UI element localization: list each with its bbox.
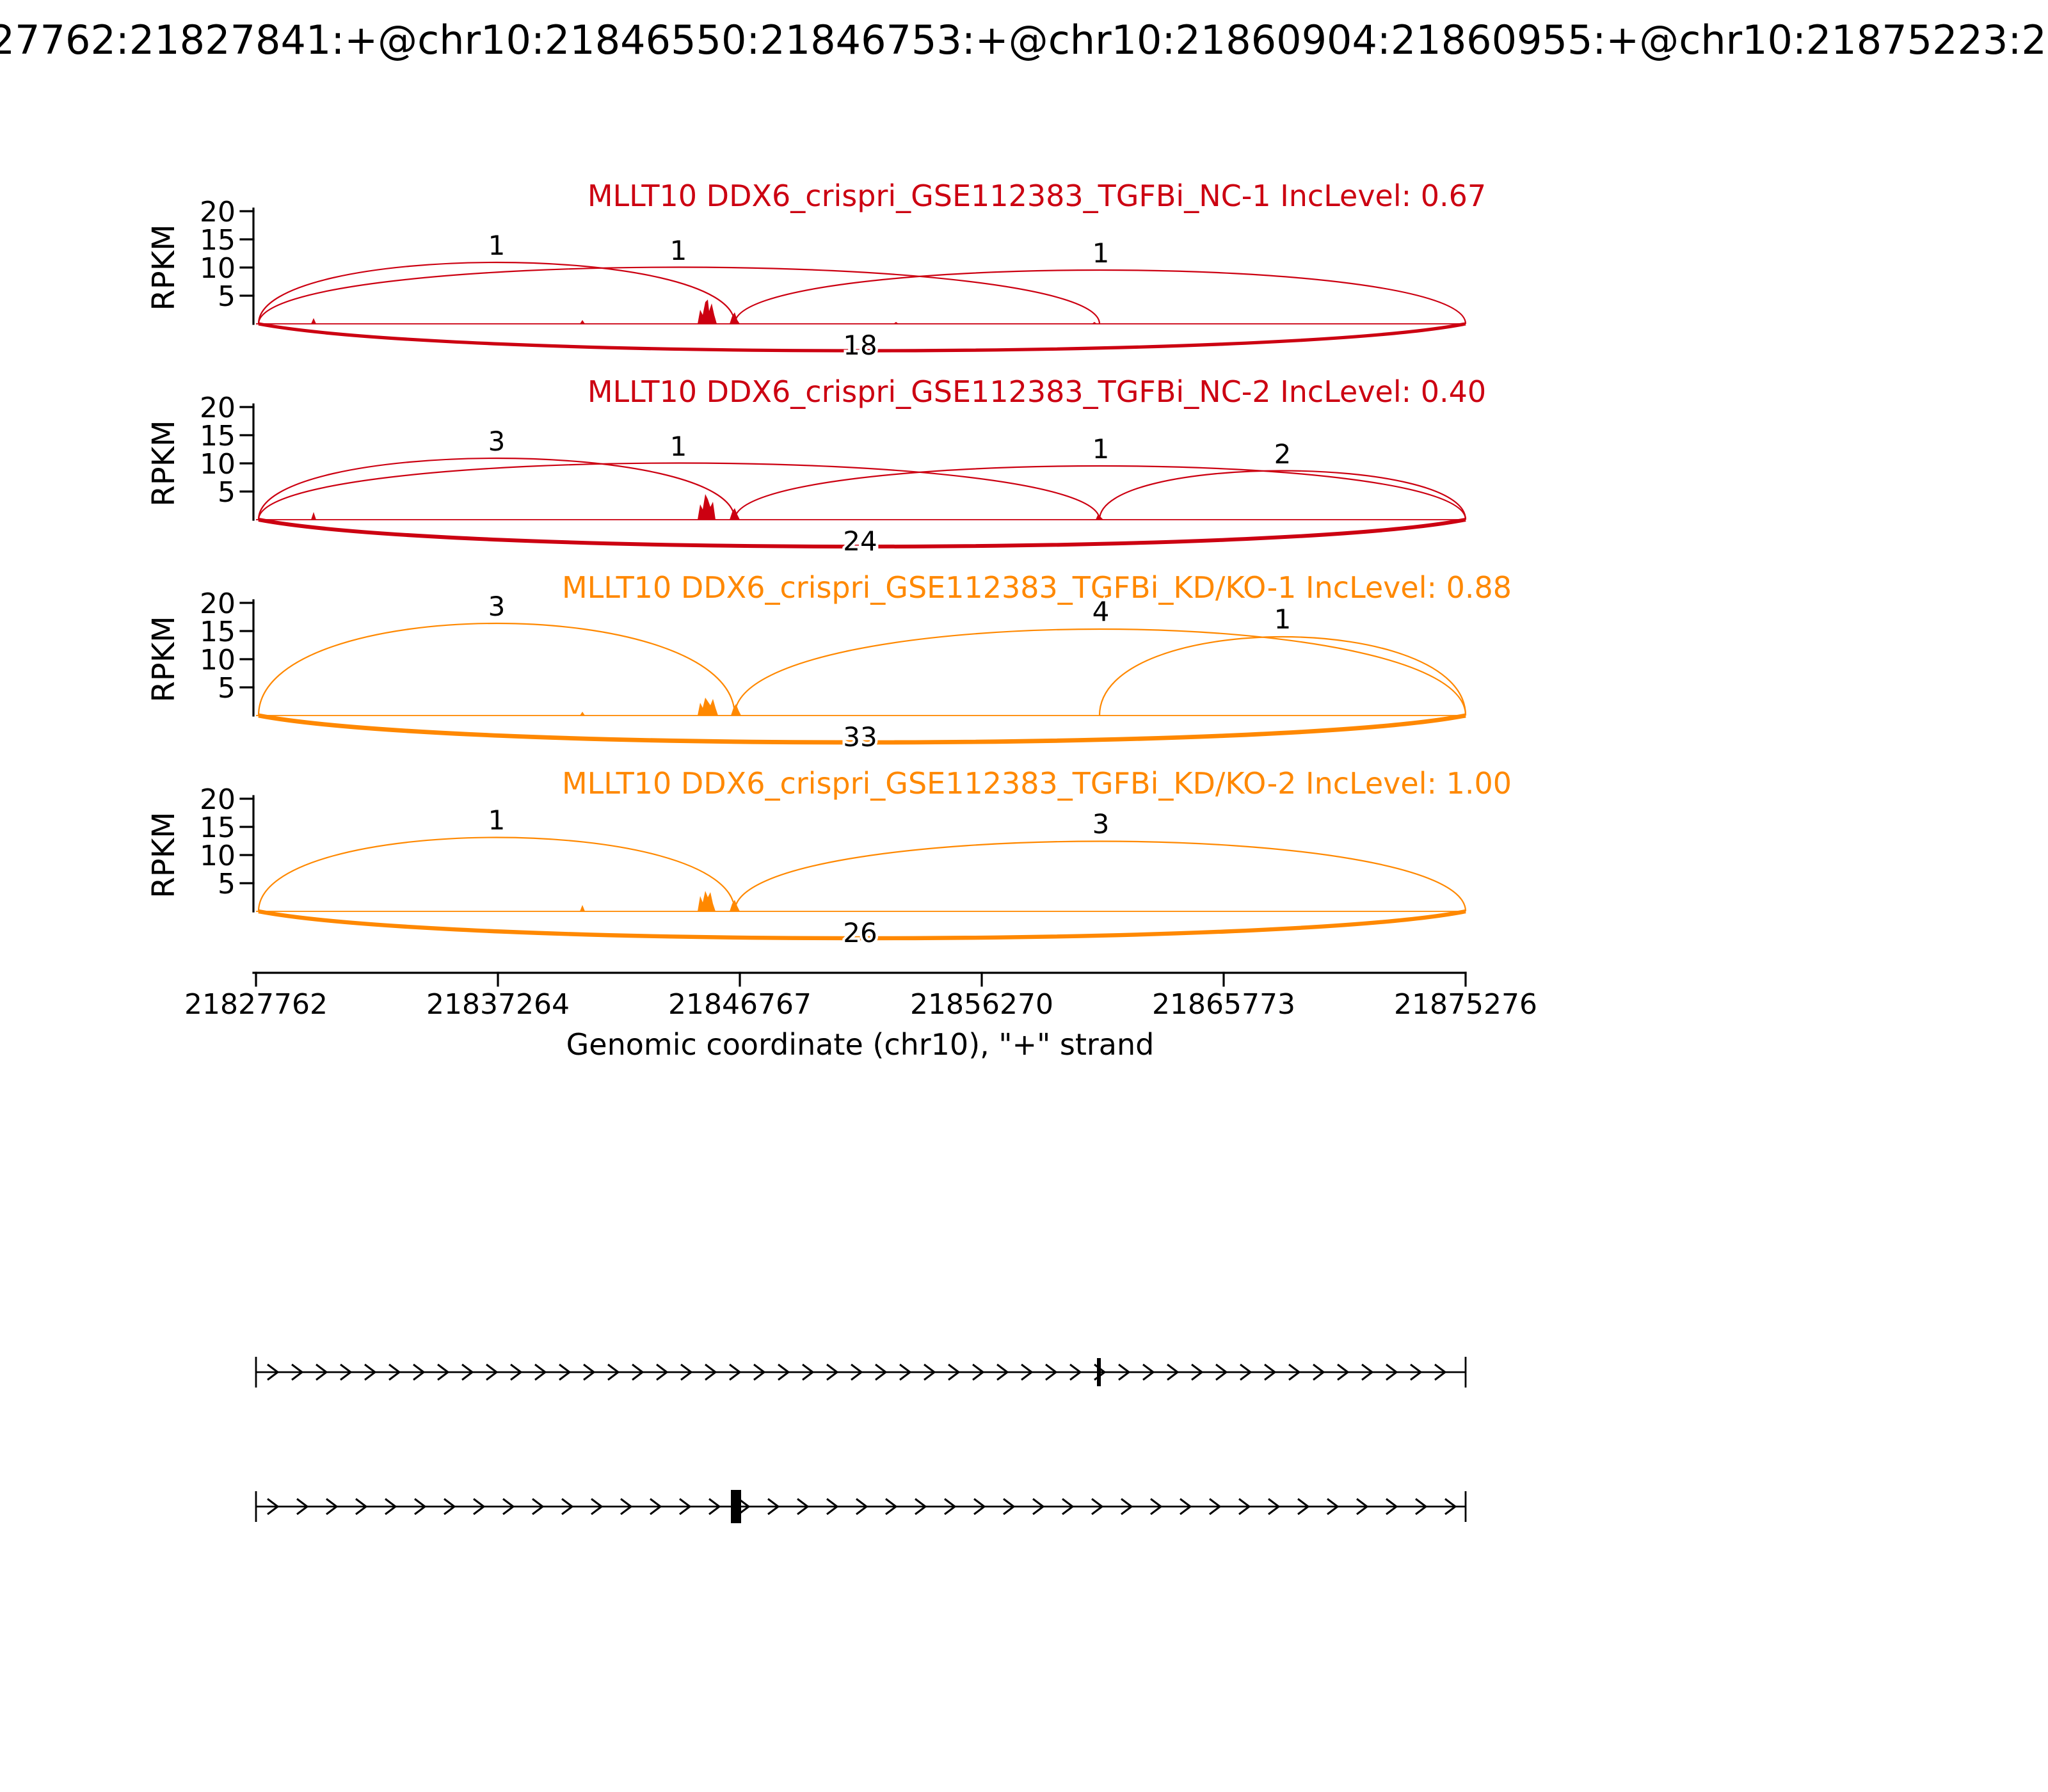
x-tick-label: 21875276 bbox=[1394, 988, 1537, 1021]
y-tick-label: 5 bbox=[218, 476, 236, 509]
x-tick-label: 21827762 bbox=[184, 988, 328, 1021]
y-tick-label: 10 bbox=[200, 252, 236, 285]
y-tick-label: 20 bbox=[200, 392, 236, 424]
y-tick-label: 20 bbox=[200, 783, 236, 816]
y-tick-label: 20 bbox=[200, 588, 236, 620]
junction-count-label: 4 bbox=[1092, 596, 1110, 627]
junction-count-label: 3 bbox=[488, 591, 506, 622]
junction-count-label: 1 bbox=[1274, 604, 1292, 635]
skip-junction-count-label: 18 bbox=[843, 330, 877, 361]
x-axis-ticks bbox=[255, 972, 1467, 987]
rpkm-axis-label: RPKM bbox=[146, 420, 182, 506]
read-coverage bbox=[311, 494, 1103, 520]
junction-count-label: 1 bbox=[488, 804, 506, 836]
plus-strand-arrows bbox=[262, 1359, 1457, 1385]
junction-count-label: 1 bbox=[488, 230, 506, 261]
read-coverage bbox=[580, 698, 741, 716]
x-tick-label: 21846767 bbox=[668, 988, 812, 1021]
y-axis-ticks bbox=[239, 210, 255, 297]
rpkm-axis-label: RPKM bbox=[146, 812, 182, 898]
skip-junction-count-label: 33 bbox=[843, 721, 877, 753]
track-kdko-2: MLLT10 DDX6_crispri_GSE112383_TGFBi_KD/K… bbox=[146, 766, 1512, 951]
x-tick-label: 21856270 bbox=[910, 988, 1053, 1021]
read-coverage bbox=[311, 300, 1097, 324]
y-tick-label: 5 bbox=[218, 672, 236, 705]
junction-count-label: 1 bbox=[1092, 237, 1110, 269]
x-axis-label: Genomic coordinate (chr10), "+" strand bbox=[566, 1027, 1155, 1062]
junction-count-label: 3 bbox=[488, 426, 506, 457]
exon-mark bbox=[1097, 1358, 1101, 1386]
y-tick-label: 10 bbox=[200, 840, 236, 872]
y-tick-label: 15 bbox=[200, 616, 236, 648]
plus-strand-arrows bbox=[262, 1494, 1457, 1519]
y-tick-label: 5 bbox=[218, 868, 236, 900]
y-axis-ticks bbox=[239, 406, 255, 493]
gene-model-1 bbox=[255, 1357, 1467, 1388]
junction-arcs bbox=[257, 457, 1467, 548]
y-tick-label: 15 bbox=[200, 420, 236, 452]
track-nc-1: MLLT10 DDX6_crispri_GSE112383_TGFBi_NC-1… bbox=[146, 179, 1486, 364]
junction-count-label: 1 bbox=[670, 235, 687, 266]
track-nc-2: MLLT10 DDX6_crispri_GSE112383_TGFBi_NC-2… bbox=[146, 374, 1486, 559]
y-tick-label: 10 bbox=[200, 644, 236, 676]
y-axis-ticks bbox=[239, 602, 255, 689]
track-kdko-1: MLLT10 DDX6_crispri_GSE112383_TGFBi_KD/K… bbox=[146, 570, 1512, 755]
y-tick-label: 20 bbox=[200, 196, 236, 228]
x-tick-label: 21865773 bbox=[1152, 988, 1295, 1021]
y-axis-ticks bbox=[239, 797, 255, 884]
event-id-title: 0:21827762:21827841:+@chr10:21846550:218… bbox=[0, 17, 2048, 63]
y-tick-label: 5 bbox=[218, 280, 236, 313]
skip-junction-count-label: 26 bbox=[843, 917, 877, 948]
y-tick-label: 10 bbox=[200, 448, 236, 481]
y-tick-label: 15 bbox=[200, 224, 236, 257]
junction-count-label: 2 bbox=[1274, 438, 1292, 470]
junction-arcs bbox=[257, 836, 1467, 941]
junction-arcs bbox=[257, 261, 1467, 353]
junction-count-label: 3 bbox=[1092, 808, 1110, 840]
track-title: MLLT10 DDX6_crispri_GSE112383_TGFBi_NC-2… bbox=[588, 374, 1486, 409]
x-axis: 21827762 21837264 21846767 21856270 2186… bbox=[184, 972, 1537, 1062]
rpkm-axis-label: RPKM bbox=[146, 616, 182, 702]
track-title: MLLT10 DDX6_crispri_GSE112383_TGFBi_KD/K… bbox=[562, 570, 1512, 605]
x-tick-label: 21837264 bbox=[426, 988, 570, 1021]
read-coverage bbox=[580, 891, 740, 911]
junction-arcs bbox=[257, 622, 1467, 745]
exon-block bbox=[731, 1490, 741, 1523]
rpkm-axis-label: RPKM bbox=[146, 224, 182, 310]
y-tick-label: 15 bbox=[200, 812, 236, 844]
junction-count-label: 1 bbox=[1092, 433, 1110, 465]
gene-model-2 bbox=[255, 1490, 1467, 1523]
skip-junction-count-label: 24 bbox=[843, 525, 877, 557]
junction-count-label: 1 bbox=[670, 431, 687, 462]
track-title: MLLT10 DDX6_crispri_GSE112383_TGFBi_KD/K… bbox=[562, 766, 1512, 801]
track-title: MLLT10 DDX6_crispri_GSE112383_TGFBi_NC-1… bbox=[588, 179, 1486, 213]
